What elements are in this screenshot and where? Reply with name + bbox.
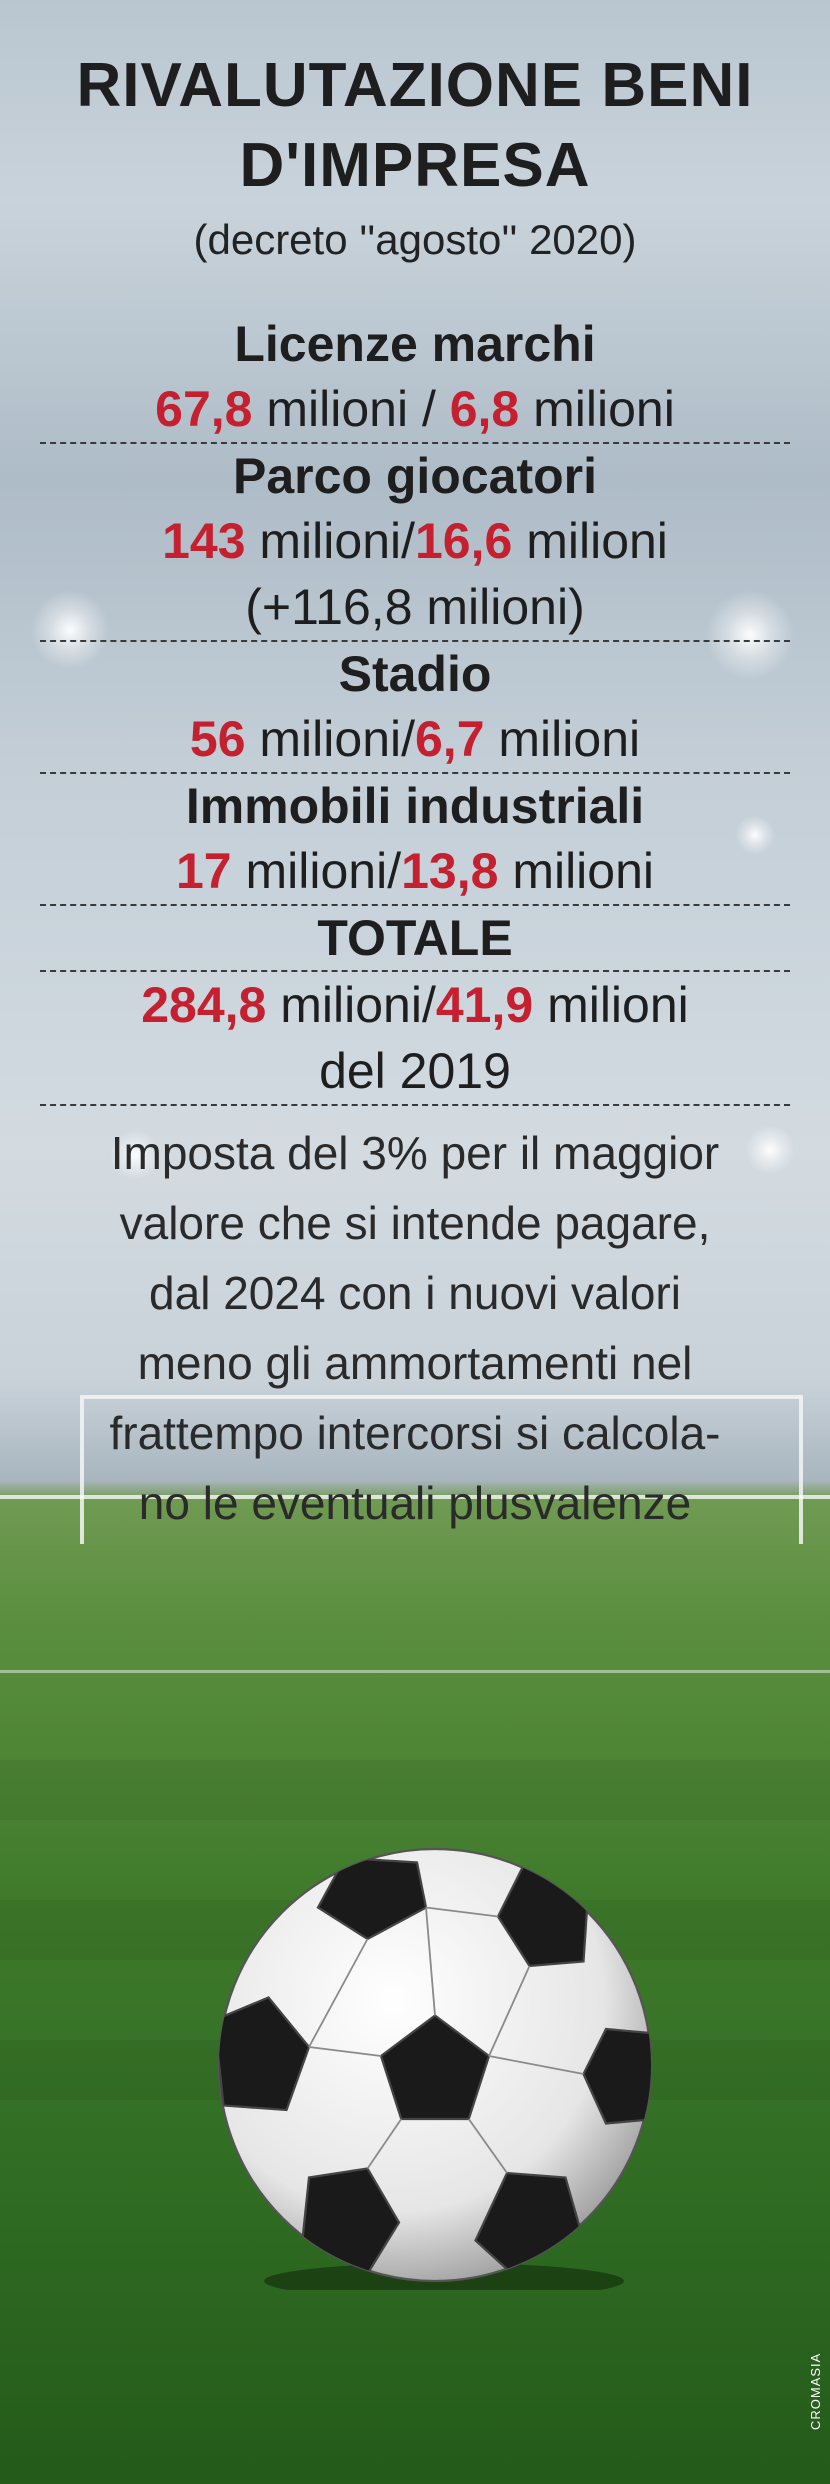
dashed-divider	[40, 442, 790, 444]
dashed-divider	[40, 772, 790, 774]
stadium-light-icon	[705, 590, 795, 680]
note-line: frattempo intercorsi si calcola-	[109, 1407, 721, 1459]
value-secondary: 6,8	[449, 381, 520, 437]
text-content: RIVALUTAZIONE BENI D'IMPRESA (decreto ''…	[0, 46, 830, 1538]
credit-label: CROMASIA	[808, 2352, 823, 2430]
note-line: Imposta del 3% per il maggior	[110, 1127, 720, 1179]
value-primary: 17	[175, 843, 232, 899]
section-values: 67,8 milioni / 6,8 milioni	[0, 376, 830, 442]
section-title: Parco giocatori	[233, 448, 597, 504]
section-licenze-marchi: Licenze marchi 67,8 milioni / 6,8 milion…	[0, 312, 830, 442]
value-secondary: 41,9	[435, 977, 534, 1033]
value-secondary: 13,8	[401, 843, 499, 899]
section-title: Stadio	[338, 646, 492, 702]
section-totale: TOTALE 284,8 milioni/41,9 milioni del 20…	[0, 906, 830, 1104]
note-line: dal 2024 con i nuovi valori	[149, 1267, 681, 1319]
stadium-light-icon	[30, 590, 110, 670]
value-secondary: 6,7	[415, 711, 485, 767]
stadium-light-icon	[110, 1130, 160, 1180]
soccer-ball-icon	[217, 1847, 653, 2290]
unit-text: milioni/	[231, 843, 402, 899]
tax-note: Imposta del 3% per il maggior valore che…	[0, 1118, 830, 1538]
title-line: D'IMPRESA	[239, 131, 591, 200]
section-stadio: Stadio 56 milioni/6,7 milioni	[0, 642, 830, 772]
section-title: Immobili industriali	[185, 778, 645, 834]
dashed-divider	[40, 904, 790, 906]
unit-text: milioni /	[252, 381, 450, 437]
unit-text: milioni/	[245, 711, 415, 767]
title-line: RIVALUTAZIONE BENI	[76, 51, 754, 120]
dashed-divider	[40, 1104, 790, 1106]
section-values: 17 milioni/13,8 milioni	[0, 838, 830, 904]
unit-text: milioni	[498, 843, 655, 899]
unit-text: milioni	[519, 381, 675, 437]
value-secondary: 16,6	[415, 513, 513, 569]
section-title: Licenze marchi	[234, 316, 596, 372]
section-extra: del 2019	[319, 1043, 511, 1099]
goal-net-icon	[80, 1395, 803, 1544]
section-values: 284,8 milioni/41,9 milioni	[0, 972, 830, 1038]
value-primary: 56	[189, 711, 246, 767]
section-values: 143 milioni/16,6 milioni	[0, 508, 830, 574]
stadium-light-icon	[735, 815, 775, 855]
unit-text: milioni	[533, 977, 689, 1033]
page-title: RIVALUTAZIONE BENI D'IMPRESA	[0, 46, 830, 206]
note-line: meno gli ammortamenti nel	[137, 1337, 693, 1389]
note-line: no le eventuali plusvalenze	[138, 1477, 692, 1529]
pitch-line	[0, 1670, 830, 1673]
grass-stripe	[0, 1760, 830, 1820]
value-primary: 67,8	[155, 381, 253, 437]
unit-text: milioni/	[266, 977, 436, 1033]
section-immobili-industriali: Immobili industriali 17 milioni/13,8 mil…	[0, 774, 830, 904]
subtitle: (decreto ''agosto'' 2020)	[193, 216, 637, 263]
section-values: 56 milioni/6,7 milioni	[0, 706, 830, 772]
unit-text: milioni	[484, 711, 641, 767]
pitch-line	[0, 1495, 830, 1499]
unit-text: milioni/	[245, 513, 415, 569]
section-title: TOTALE	[317, 910, 513, 966]
section-parco-giocatori: Parco giocatori 143 milioni/16,6 milioni…	[0, 444, 830, 640]
dashed-divider	[40, 970, 790, 972]
section-extra: (+116,8 milioni)	[245, 579, 585, 635]
dashed-divider	[40, 640, 790, 642]
note-line: valore che si intende pagare,	[119, 1197, 711, 1249]
stadium-light-icon	[745, 1125, 795, 1175]
value-primary: 284,8	[141, 977, 267, 1033]
unit-text: milioni	[512, 513, 668, 569]
value-primary: 143	[162, 513, 246, 569]
